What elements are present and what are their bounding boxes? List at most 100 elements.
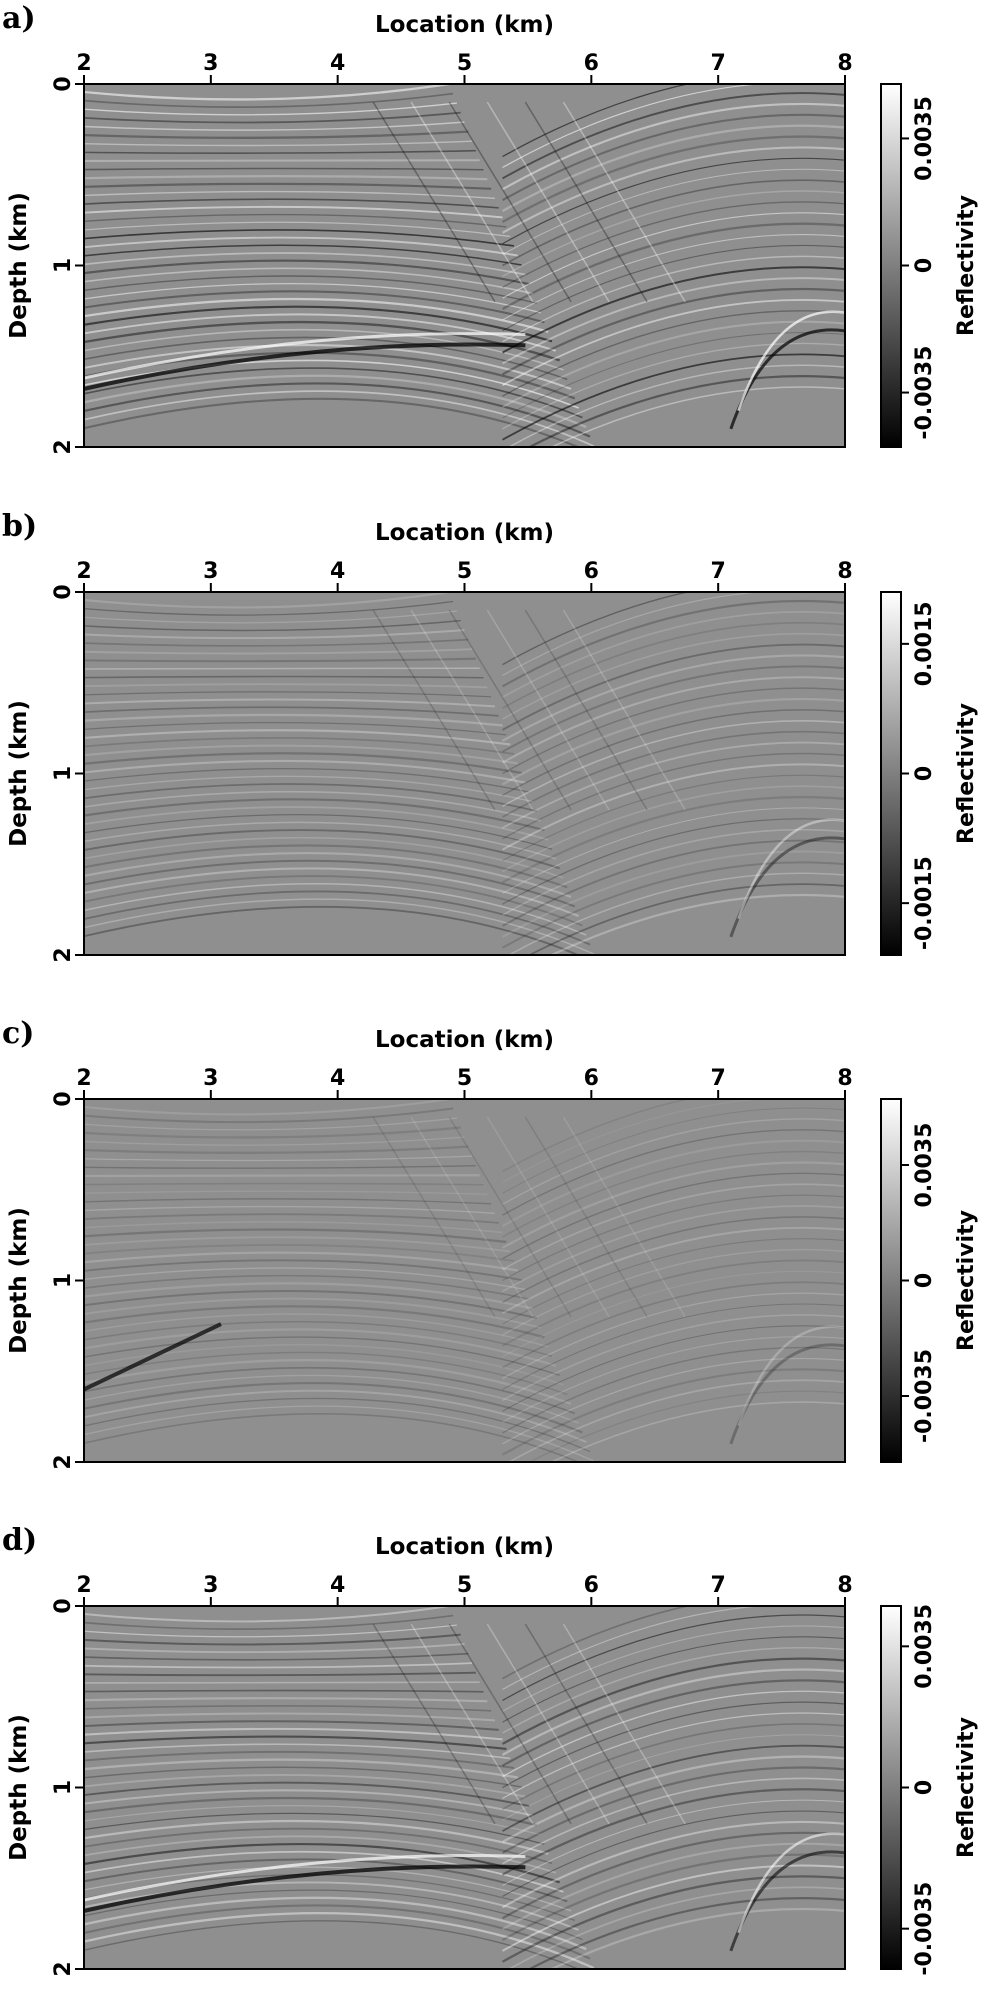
y-tick-label: 2 bbox=[51, 947, 76, 962]
reflector-arc bbox=[84, 259, 530, 286]
reflector-arc bbox=[502, 1139, 845, 1228]
reflector-arc bbox=[502, 839, 845, 927]
reflector-arc bbox=[502, 1701, 845, 1789]
fault-line bbox=[562, 609, 686, 811]
reflector-arc bbox=[84, 1198, 492, 1205]
reflector-arc bbox=[84, 1107, 454, 1124]
reflector-arc bbox=[550, 386, 845, 447]
reflector-arc bbox=[84, 190, 495, 200]
reflector-arc bbox=[84, 130, 469, 139]
fault-line bbox=[486, 1623, 610, 1825]
dome-reflector bbox=[729, 1343, 845, 1445]
reflector-arc bbox=[84, 1336, 560, 1377]
reflector-arc bbox=[84, 267, 534, 295]
reflector-arc bbox=[502, 168, 845, 256]
reflector-arc bbox=[502, 84, 691, 158]
reflector-arc bbox=[84, 182, 492, 190]
reflector-arc bbox=[502, 1723, 845, 1811]
reflector-arc bbox=[507, 1379, 845, 1462]
reflector-arc bbox=[502, 266, 845, 354]
colorbar-label: Reflectivity bbox=[954, 703, 979, 844]
reflector-arc bbox=[84, 775, 534, 803]
reflector-arc bbox=[84, 691, 492, 698]
reflector-arc bbox=[84, 610, 457, 624]
reflector-arc bbox=[502, 621, 845, 709]
reflector-arc bbox=[84, 1773, 526, 1798]
x-tick-label: 3 bbox=[203, 1066, 218, 1091]
x-tick-label: 5 bbox=[457, 1573, 472, 1598]
reflector-arc bbox=[84, 1671, 476, 1677]
x-tick-label: 6 bbox=[584, 51, 599, 76]
dome-reflector bbox=[737, 1832, 845, 1934]
reflector-arc bbox=[84, 1165, 476, 1169]
reflector-arc bbox=[502, 353, 845, 441]
reflector-arc bbox=[84, 790, 541, 822]
reflector-arc bbox=[502, 654, 845, 742]
reflector-arc bbox=[84, 1697, 488, 1703]
colorbar-tick-label: 0 bbox=[912, 258, 937, 273]
reflector-arc bbox=[84, 905, 581, 955]
reflector-arc bbox=[502, 1831, 845, 1920]
reflector-arc bbox=[502, 234, 845, 321]
reflector-arc bbox=[84, 806, 549, 841]
x-tick-label: 6 bbox=[584, 1573, 599, 1598]
reflector-arc bbox=[84, 737, 515, 755]
reflector-arc bbox=[84, 102, 457, 116]
reflector-arc bbox=[84, 675, 484, 679]
reflector-arc bbox=[502, 592, 691, 666]
y-tick-label: 0 bbox=[51, 76, 76, 91]
y-axis-label: Depth (km) bbox=[6, 1207, 32, 1354]
reflector-arc bbox=[502, 1099, 845, 1184]
colorbar-tick-label: 0 bbox=[912, 766, 937, 781]
reflector-arc bbox=[502, 861, 845, 949]
reflector-arc bbox=[84, 721, 507, 736]
reflector-arc bbox=[84, 367, 583, 419]
reflector-arc bbox=[502, 320, 845, 409]
reflector-arc bbox=[502, 1606, 692, 1680]
seismic-image bbox=[84, 84, 845, 447]
fault-line bbox=[372, 609, 496, 811]
reflector-arc bbox=[84, 836, 564, 879]
reflector-arc bbox=[84, 1117, 457, 1131]
colorbar-tick-label: 0.0015 bbox=[912, 601, 937, 686]
reflector-arc bbox=[84, 1727, 503, 1741]
reflector-arc bbox=[84, 1912, 595, 1969]
x-tick-label: 2 bbox=[76, 1573, 91, 1598]
reflector-arc bbox=[84, 1712, 496, 1722]
reflector-arc bbox=[84, 344, 572, 390]
colorbar-tick-label: 0 bbox=[912, 1780, 937, 1795]
reflector-arc bbox=[84, 1827, 553, 1865]
x-tick-label: 7 bbox=[711, 1066, 726, 1091]
x-tick-label: 2 bbox=[76, 1066, 91, 1091]
reflector-arc bbox=[502, 212, 845, 299]
reflector-arc bbox=[84, 667, 480, 670]
reflector-arc bbox=[502, 1314, 845, 1401]
x-tick-label: 7 bbox=[711, 559, 726, 584]
reflector-arc bbox=[84, 111, 461, 124]
reflector-arc bbox=[502, 1690, 845, 1778]
reflector-arc bbox=[84, 275, 537, 304]
reflector-arc bbox=[502, 244, 845, 332]
reflector-arc bbox=[84, 657, 476, 663]
fault-line bbox=[486, 1116, 610, 1318]
reflector-arc bbox=[84, 1205, 495, 1215]
y-tick-label: 1 bbox=[51, 1273, 76, 1288]
reflector-arc bbox=[502, 741, 845, 829]
reflector-arc bbox=[84, 159, 480, 163]
reflector-arc bbox=[84, 1259, 522, 1281]
reflector-arc bbox=[84, 1405, 595, 1462]
dome-reflector bbox=[729, 836, 845, 938]
reflector-arc bbox=[502, 84, 845, 168]
reflector-arc bbox=[84, 729, 511, 746]
reflector-arc bbox=[550, 1401, 845, 1462]
fault-line bbox=[524, 1623, 648, 1825]
colorbar bbox=[880, 1098, 902, 1463]
panel-b: b) Location (km) 2 3 4 5 6 7 8 0 1 2 Depth (km) -0.00… bbox=[2, 509, 979, 963]
y-axis-label: Depth (km) bbox=[6, 1714, 32, 1861]
reflector-arc bbox=[502, 632, 845, 720]
reflector-arc bbox=[502, 1270, 845, 1358]
reflector-arc bbox=[502, 1636, 845, 1723]
reflector-arc bbox=[501, 124, 845, 213]
reflector-arc bbox=[502, 643, 845, 731]
reflector-arc bbox=[502, 287, 845, 376]
